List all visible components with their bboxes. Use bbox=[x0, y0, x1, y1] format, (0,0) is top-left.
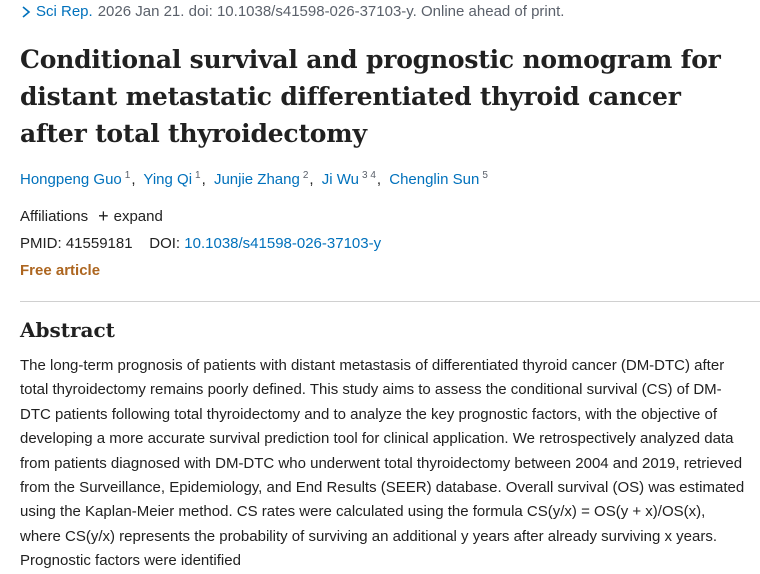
identifiers-row: PMID: 41559181 DOI: 10.1038/s41598-026-3… bbox=[20, 235, 381, 252]
author-affiliation-number[interactable]: 5 bbox=[482, 170, 488, 181]
free-article-badge: Free article bbox=[20, 262, 101, 279]
plus-icon: + bbox=[98, 206, 109, 226]
journal-link[interactable]: Sci Rep. bbox=[36, 3, 93, 20]
article-title: Conditional survival and prognostic nomo… bbox=[20, 45, 721, 148]
author-affiliation-number[interactable]: 2 bbox=[302, 170, 309, 181]
citation-details: 2026 Jan 21. doi: 10.1038/s41598-026-371… bbox=[97, 3, 565, 20]
affiliations-expand-button[interactable]: + expand bbox=[98, 206, 163, 226]
author-link[interactable]: Ying Qi bbox=[143, 171, 193, 188]
author-affiliation-number[interactable]: 1 bbox=[124, 170, 131, 181]
author-link[interactable]: Hongpeng Guo bbox=[20, 171, 122, 188]
doi-label: DOI: bbox=[149, 235, 181, 252]
abstract-text: The long-term prognosis of patients with… bbox=[20, 357, 745, 570]
abstract-heading: Abstract bbox=[20, 318, 115, 342]
affiliations-label: Affiliations bbox=[20, 208, 89, 225]
author-affiliation-number[interactable]: 1 bbox=[195, 170, 201, 181]
author-list: Hongpeng Guo 1, Ying Qi 1, Junjie Zhang 2, … bbox=[20, 170, 488, 188]
pmid-value: 41559181 bbox=[65, 235, 133, 252]
section-divider bbox=[20, 301, 760, 302]
author-link[interactable]: Chenglin Sun bbox=[389, 171, 480, 188]
author-affiliation-number[interactable]: 3 4 bbox=[361, 170, 376, 181]
author-link[interactable]: Ji Wu bbox=[321, 171, 359, 188]
doi-link[interactable]: 10.1038/s41598-026-37103-y bbox=[184, 235, 382, 252]
affiliations-row: Affiliations + expand bbox=[20, 206, 163, 226]
chevron-right-icon[interactable] bbox=[20, 5, 32, 19]
pmid-label: PMID: bbox=[20, 235, 62, 252]
author-link[interactable]: Junjie Zhang bbox=[213, 171, 300, 188]
citation-line: Sci Rep. 2026 Jan 21. doi: 10.1038/s4159… bbox=[20, 3, 564, 20]
expand-label: expand bbox=[113, 208, 163, 225]
